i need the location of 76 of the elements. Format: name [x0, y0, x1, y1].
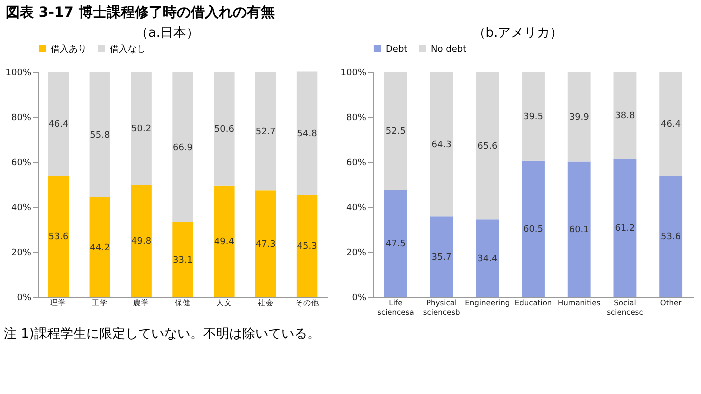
bar	[90, 198, 110, 297]
data-label: 54.8	[297, 129, 318, 140]
bar	[256, 72, 276, 191]
data-label: 66.9	[172, 143, 194, 154]
legend-label: No debt	[431, 44, 468, 55]
data-label: 45.3	[297, 242, 318, 252]
chart-subtitle: （b.アメリカ）	[472, 25, 564, 42]
bar	[614, 72, 637, 160]
bar	[172, 222, 194, 297]
bar	[476, 72, 500, 220]
bar	[430, 72, 454, 217]
legend-label: 借入あり	[51, 44, 87, 55]
chart-title: 図表 3-17 博士課程修了時の借入れの有無	[5, 4, 276, 23]
y-tick-label: 80%	[346, 114, 367, 124]
y-tick-label: 20%	[11, 248, 32, 258]
bar	[568, 72, 591, 162]
y-tick-label: 100%	[6, 68, 32, 78]
y-tick-label: 0%	[352, 294, 367, 304]
bar	[476, 220, 500, 297]
data-label: 46.4	[661, 120, 682, 130]
y-tick-label: 40%	[11, 204, 32, 214]
bar	[214, 72, 235, 186]
data-label: 55.8	[90, 130, 110, 141]
bar	[568, 162, 591, 297]
bar	[48, 72, 70, 176]
bar	[660, 176, 683, 297]
bar	[214, 186, 235, 297]
legend-label: Debt	[386, 44, 408, 55]
bar	[131, 72, 152, 185]
chart-subtitle: （a.日本）	[134, 25, 201, 42]
bar	[296, 72, 318, 196]
y-tick-label: 60%	[11, 158, 32, 168]
y-tick-label: 80%	[11, 114, 32, 124]
bar	[90, 72, 110, 198]
y-tick-label: 0%	[17, 294, 32, 304]
data-label: 53.6	[48, 232, 70, 243]
data-label: 46.4	[48, 120, 70, 130]
data-label: 50.6	[214, 124, 235, 135]
data-label: 38.8	[615, 112, 636, 122]
data-label: 47.3	[256, 240, 276, 250]
bar	[614, 159, 637, 297]
bar	[131, 184, 152, 297]
data-label: 53.6	[661, 232, 682, 243]
bar	[256, 190, 276, 297]
bar	[296, 195, 318, 297]
data-label: 39.5	[523, 112, 544, 122]
data-label: 52.7	[256, 127, 276, 138]
data-label: 47.5	[386, 240, 406, 250]
bar	[384, 190, 408, 297]
y-tick-label: 20%	[346, 248, 367, 258]
bar	[522, 160, 545, 297]
bar	[48, 176, 70, 297]
data-label: 39.9	[569, 112, 590, 123]
bar	[660, 72, 683, 176]
data-label: 60.5	[523, 224, 544, 235]
data-label: 65.6	[478, 142, 498, 152]
data-label: 64.3	[432, 140, 452, 150]
bar	[430, 216, 454, 297]
data-label: 50.2	[132, 124, 152, 134]
data-label: 49.8	[132, 236, 152, 247]
data-label: 35.7	[432, 252, 452, 263]
data-label: 61.2	[615, 224, 636, 234]
y-tick-label: 60%	[346, 158, 367, 168]
data-label: 34.4	[478, 254, 498, 264]
data-label: 49.4	[214, 237, 235, 248]
y-tick-label: 100%	[340, 68, 367, 78]
data-label: 60.1	[569, 225, 590, 236]
data-label: 44.2	[90, 243, 110, 254]
bar	[522, 72, 545, 161]
data-label: 52.5	[386, 127, 406, 138]
bar	[384, 72, 408, 190]
bar	[172, 72, 194, 223]
legend-label: 借入なし	[110, 44, 146, 55]
text: 注 1)課程学生に限定していない。不明は除いている。	[3, 326, 322, 343]
y-tick-label: 40%	[346, 204, 367, 214]
data-label: 33.1	[172, 256, 194, 266]
